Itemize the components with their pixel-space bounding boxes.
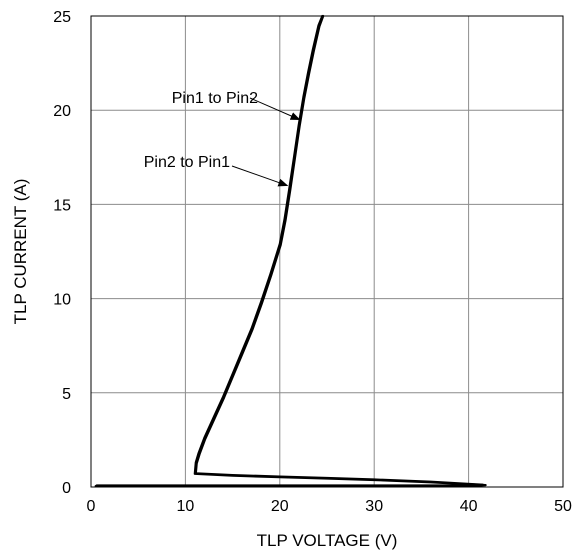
grid [90,15,564,488]
plot-area-frame [90,15,564,488]
y-tick-label: 25 [53,9,71,26]
annotation-label-pin2-to-pin1: Pin2 to Pin1 [144,154,230,171]
series-lines [94,14,487,488]
annotation-label-pin1-to-pin2: Pin1 to Pin2 [172,90,258,107]
y-axis-title: TLP CURRENT (A) [11,179,30,325]
x-tick-label: 20 [271,498,289,515]
series-line-pin2-to-pin1 [95,14,484,487]
y-tick-label: 20 [53,103,71,120]
series-line-pin1-to-pin2 [94,14,487,488]
annotations: Pin1 to Pin2 Pin2 to Pin1 [144,90,301,187]
y-tick-label: 10 [53,292,71,309]
annotation-arrow-pin1-to-pin2 [249,97,301,121]
x-axis-tick-labels: 0 10 20 30 40 50 [87,498,572,515]
y-tick-label: 15 [53,197,71,214]
x-tick-label: 50 [554,498,572,515]
annotation-arrow-pin2-to-pin1 [231,165,289,187]
x-tick-label: 40 [460,498,478,515]
y-axis-tick-labels: 0 5 10 15 20 25 [53,9,71,497]
y-tick-label: 5 [62,386,71,403]
x-axis-title: TLP VOLTAGE (V) [257,531,398,550]
x-tick-label: 10 [177,498,195,515]
x-tick-label: 30 [365,498,383,515]
y-tick-label: 0 [62,480,71,497]
x-tick-label: 0 [87,498,96,515]
